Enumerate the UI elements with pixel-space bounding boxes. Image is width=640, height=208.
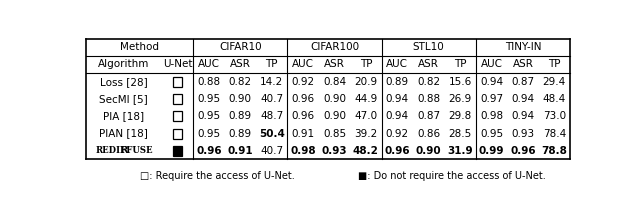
Text: 40.7: 40.7 xyxy=(260,94,284,104)
Text: TP: TP xyxy=(266,59,278,69)
Text: 0.96: 0.96 xyxy=(292,94,315,104)
Text: ASR: ASR xyxy=(419,59,439,69)
Text: 29.8: 29.8 xyxy=(449,111,472,121)
Text: 0.93: 0.93 xyxy=(322,146,348,156)
Text: REDIFFUSE: REDIFFUSE xyxy=(95,146,152,155)
Text: SecMI [5]: SecMI [5] xyxy=(99,94,148,104)
Text: 40.7: 40.7 xyxy=(260,146,284,156)
Text: 44.9: 44.9 xyxy=(355,94,378,104)
Text: 48.4: 48.4 xyxy=(543,94,566,104)
Text: 0.94: 0.94 xyxy=(386,94,409,104)
Text: 0.96: 0.96 xyxy=(385,146,410,156)
Text: 0.96: 0.96 xyxy=(292,111,315,121)
Bar xyxy=(173,94,182,104)
Text: 0.98: 0.98 xyxy=(480,111,503,121)
Text: 0.94: 0.94 xyxy=(480,77,503,87)
Text: U-Net: U-Net xyxy=(163,59,192,69)
Text: 39.2: 39.2 xyxy=(355,129,378,139)
Bar xyxy=(173,129,182,139)
Text: TP: TP xyxy=(548,59,561,69)
Text: Method: Method xyxy=(120,42,159,52)
Text: 0.90: 0.90 xyxy=(323,94,346,104)
Text: PIAN [18]: PIAN [18] xyxy=(99,129,148,139)
Text: 0.96: 0.96 xyxy=(510,146,536,156)
Text: 48.2: 48.2 xyxy=(353,146,379,156)
Text: 20.9: 20.9 xyxy=(355,77,378,87)
Text: 0.88: 0.88 xyxy=(417,94,440,104)
Text: AUC: AUC xyxy=(481,59,502,69)
Text: 0.90: 0.90 xyxy=(416,146,442,156)
Text: 0.87: 0.87 xyxy=(417,111,440,121)
Text: 48.7: 48.7 xyxy=(260,111,284,121)
Text: 0.97: 0.97 xyxy=(480,94,503,104)
Text: 73.0: 73.0 xyxy=(543,111,566,121)
Text: 0.82: 0.82 xyxy=(228,77,252,87)
Text: 0.94: 0.94 xyxy=(386,111,409,121)
Text: 0.93: 0.93 xyxy=(511,129,534,139)
Text: AUC: AUC xyxy=(292,59,314,69)
Text: 14.2: 14.2 xyxy=(260,77,284,87)
Text: 0.95: 0.95 xyxy=(197,94,220,104)
Text: 0.90: 0.90 xyxy=(228,94,252,104)
Text: 0.85: 0.85 xyxy=(323,129,346,139)
Bar xyxy=(173,77,182,87)
Text: TP: TP xyxy=(454,59,467,69)
Text: Loss [28]: Loss [28] xyxy=(100,77,148,87)
Text: STL10: STL10 xyxy=(413,42,445,52)
Text: TINY-IN: TINY-IN xyxy=(505,42,541,52)
Text: □: Require the access of U-Net.: □: Require the access of U-Net. xyxy=(140,171,294,181)
Text: 0.91: 0.91 xyxy=(292,129,315,139)
Text: CIFAR10: CIFAR10 xyxy=(219,42,262,52)
Text: 28.5: 28.5 xyxy=(449,129,472,139)
Text: AUC: AUC xyxy=(387,59,408,69)
Text: 15.6: 15.6 xyxy=(449,77,472,87)
Text: 0.96: 0.96 xyxy=(196,146,221,156)
Text: 0.89: 0.89 xyxy=(386,77,409,87)
Bar xyxy=(173,146,182,156)
Text: 0.92: 0.92 xyxy=(386,129,409,139)
Text: 0.84: 0.84 xyxy=(323,77,346,87)
Text: ASR: ASR xyxy=(230,59,251,69)
Text: 0.86: 0.86 xyxy=(417,129,440,139)
Text: 31.9: 31.9 xyxy=(447,146,473,156)
Text: 0.82: 0.82 xyxy=(417,77,440,87)
Text: 0.98: 0.98 xyxy=(291,146,316,156)
Text: 0.87: 0.87 xyxy=(511,77,534,87)
Text: 47.0: 47.0 xyxy=(355,111,378,121)
Text: CIFAR100: CIFAR100 xyxy=(310,42,359,52)
Text: TP: TP xyxy=(360,59,372,69)
Bar xyxy=(173,111,182,121)
Text: 50.4: 50.4 xyxy=(259,129,285,139)
Text: 0.95: 0.95 xyxy=(480,129,503,139)
Text: 29.4: 29.4 xyxy=(543,77,566,87)
Text: 0.88: 0.88 xyxy=(197,77,220,87)
Text: 0.89: 0.89 xyxy=(228,111,252,121)
Text: 0.91: 0.91 xyxy=(227,146,253,156)
Text: PIA [18]: PIA [18] xyxy=(103,111,145,121)
Text: 0.95: 0.95 xyxy=(197,111,220,121)
Text: 78.8: 78.8 xyxy=(541,146,567,156)
Text: 0.94: 0.94 xyxy=(511,94,534,104)
Text: 26.9: 26.9 xyxy=(449,94,472,104)
Text: R: R xyxy=(120,146,128,155)
Text: 0.99: 0.99 xyxy=(479,146,504,156)
Text: 78.4: 78.4 xyxy=(543,129,566,139)
Text: Algorithm: Algorithm xyxy=(98,59,150,69)
Text: 0.95: 0.95 xyxy=(197,129,220,139)
Text: 0.90: 0.90 xyxy=(323,111,346,121)
Text: 0.89: 0.89 xyxy=(228,129,252,139)
Text: 0.92: 0.92 xyxy=(292,77,315,87)
Text: ASR: ASR xyxy=(513,59,533,69)
Text: 0.94: 0.94 xyxy=(511,111,534,121)
Text: ■: Do not require the access of U-Net.: ■: Do not require the access of U-Net. xyxy=(358,171,545,181)
Text: ASR: ASR xyxy=(324,59,345,69)
Text: AUC: AUC xyxy=(198,59,220,69)
